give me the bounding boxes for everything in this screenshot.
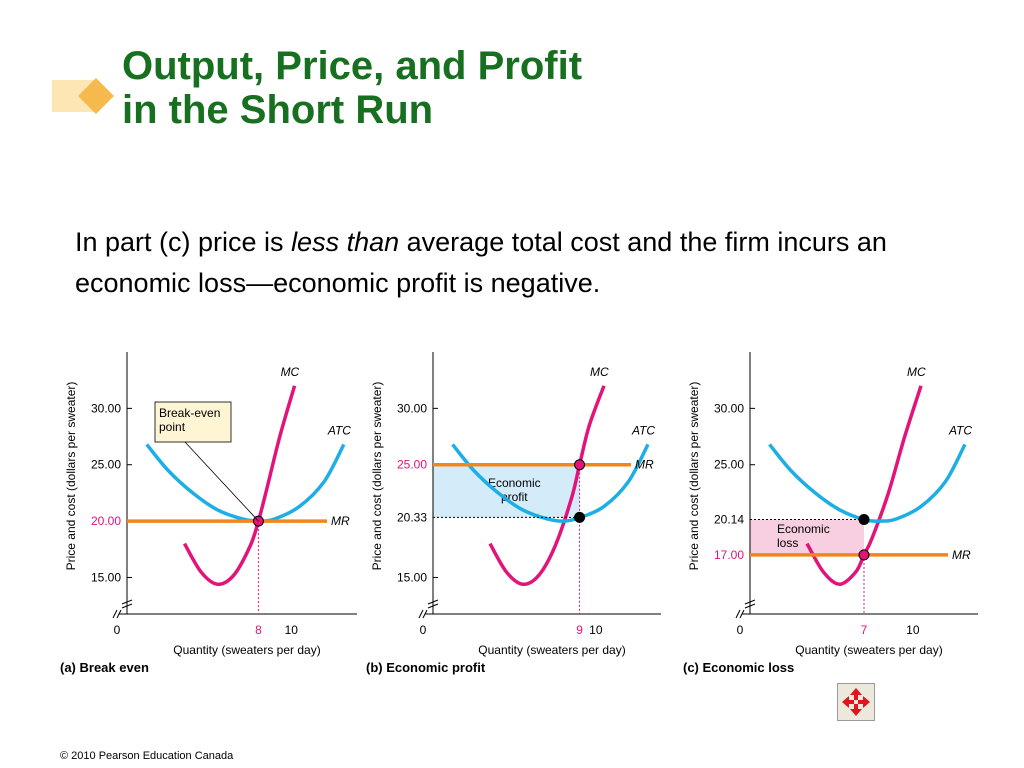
x-axis-break: [735, 609, 745, 619]
y-tick-label: 15.00: [91, 570, 121, 584]
annotation-text: Break-even: [159, 406, 220, 420]
price-tick-label: 20.00: [91, 514, 121, 528]
origin-label: 0: [737, 623, 744, 637]
y-axis-break: [744, 599, 756, 609]
mr-label: MR: [952, 548, 971, 562]
chart-panel-2: Economicprofit30.0015.0025.0020.33Price …: [366, 352, 661, 675]
x-axis-title: Quantity (sweaters per day): [478, 643, 625, 657]
x-tick-label: 7: [861, 623, 868, 637]
charts-area: 30.00 25.00 15.00 20.00 Price and cost (doll…: [60, 352, 978, 675]
atc-curve: [768, 443, 967, 523]
x-axis-break: [418, 609, 428, 619]
shaded-area: [750, 519, 864, 555]
y-axis-title: Price and cost (dollars per sweater): [687, 382, 701, 571]
price-tick-label: 17.00: [714, 548, 744, 562]
move-arrows-icon[interactable]: [837, 683, 875, 721]
y-tick-label: 30.00: [91, 401, 121, 415]
y-axis-break: [121, 599, 133, 609]
mr-label: MR: [331, 514, 350, 528]
mr-label: MR: [635, 458, 654, 472]
x-tick-label: 10: [906, 623, 920, 637]
atc-curve: [451, 443, 650, 523]
atc-label: ATC: [631, 423, 655, 437]
shaded-area-label: loss: [777, 536, 798, 550]
atc-label: ATC: [327, 423, 351, 437]
annotation-leader: [184, 441, 259, 522]
mc-label: MC: [281, 365, 300, 379]
y-tick-label: 30.00: [714, 401, 744, 415]
panel-label: (a) Break even: [60, 660, 149, 675]
y-tick-label: 30.00: [397, 401, 427, 415]
equilibrium-point: [574, 459, 586, 471]
equilibrium-point: [574, 511, 586, 523]
mc-label: MC: [907, 365, 926, 379]
x-tick-label: 10: [285, 623, 299, 637]
mc-curve: [488, 385, 606, 587]
atc-label: ATC: [948, 423, 972, 437]
title-diamond-icon: [52, 78, 114, 114]
slide-title-line2: in the Short Run: [122, 88, 434, 132]
mc-curve: [182, 385, 297, 587]
body-text-end: average total cost and the firm incurs a…: [75, 227, 887, 298]
x-axis-title: Quantity (sweaters per day): [173, 643, 320, 657]
mc-label: MC: [590, 365, 609, 379]
y-axis-title: Price and cost (dollars per sweater): [64, 382, 78, 571]
slide-title-line1: Output, Price, and Profit: [122, 44, 583, 88]
y-tick-label: 25.00: [714, 458, 744, 472]
y-tick-label: 15.00: [397, 570, 427, 584]
atc-curve: [145, 443, 346, 523]
shaded-area-label: Economic: [488, 476, 541, 490]
chart-panel-1: 30.00 25.00 15.00 20.00 Price and cost (doll…: [60, 352, 357, 675]
annotation-box: [154, 401, 232, 443]
cost-tick-label: 20.33: [397, 510, 427, 524]
origin-label: 0: [420, 623, 427, 637]
x-tick-label: 8: [255, 623, 262, 637]
x-axis-break: [112, 609, 122, 619]
equilibrium-point: [858, 514, 870, 526]
body-text-emphasis: less than: [291, 227, 400, 257]
equilibrium-point: [858, 549, 870, 561]
cost-tick-label: 20.14: [714, 513, 744, 527]
panel-label: (b) Economic profit: [366, 660, 486, 675]
slide-title: Output, Price, and Profit in the Short R…: [122, 44, 582, 132]
shaded-area: [433, 464, 580, 518]
y-tick-label: 25.00: [91, 458, 121, 472]
x-tick-label: 9: [576, 623, 583, 637]
y-axis-title: Price and cost (dollars per sweater): [370, 382, 384, 571]
origin-label: 0: [114, 623, 121, 637]
x-axis-title: Quantity (sweaters per day): [795, 643, 942, 657]
body-text-start: In part (c) price is: [75, 227, 292, 257]
slide-body-text: In part (c) price is less than average t…: [75, 222, 975, 304]
y-axis-break: [427, 599, 439, 609]
price-tick-label: 25.00: [397, 458, 427, 472]
x-tick-label: 10: [589, 623, 603, 637]
footer-copyright: © 2010 Pearson Education Canada: [60, 750, 234, 762]
annotation-text: point: [159, 420, 186, 434]
shaded-area-label: Economic: [777, 522, 830, 536]
panel-label: (c) Economic loss: [683, 660, 794, 675]
